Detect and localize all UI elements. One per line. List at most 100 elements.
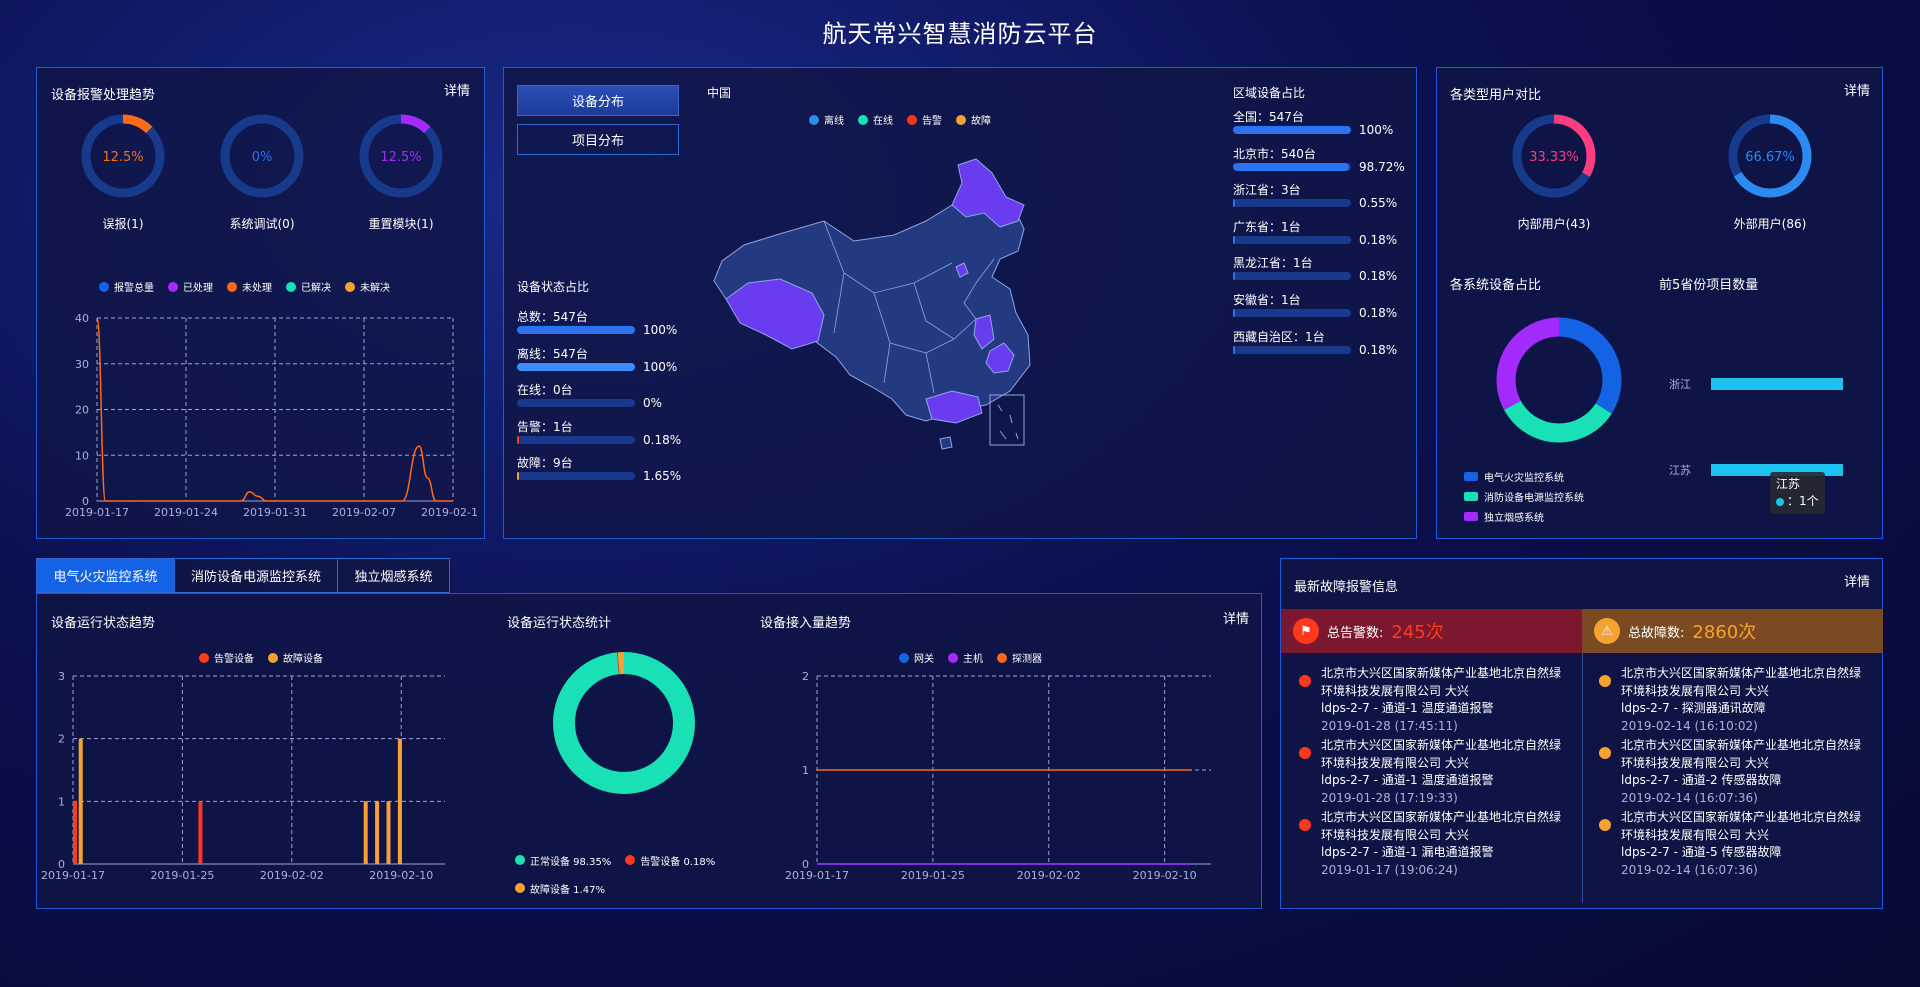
run-donut-slice	[553, 652, 695, 794]
legend-item-handled[interactable]: 已处理	[168, 279, 213, 294]
alarm-dot	[1299, 675, 1311, 687]
gauge-external-users: 66.67%	[1722, 114, 1818, 204]
donut-legend-fault[interactable]: 故障设备 1.47%	[515, 874, 715, 902]
tab-power-monitor[interactable]: 消防设备电源监控系统	[174, 558, 338, 593]
gauge-ring: 33.33%	[1512, 114, 1596, 198]
legend-label: 已解决	[301, 283, 331, 294]
run-ytick: 3	[58, 670, 65, 683]
region-item-row: 西藏自治区：1台 0.18%	[1233, 328, 1403, 365]
legend-item-resolved[interactable]: 已解决	[286, 279, 331, 294]
legend-item-unhandled[interactable]: 未处理	[227, 279, 272, 294]
fault-list-item[interactable]: 北京市大兴区国家新媒体产业基地北京自然绿 环境科技发展有限公司 大兴 ldps-…	[1599, 809, 1879, 881]
gauge-arc	[1512, 114, 1596, 198]
fault-company: 环境科技发展有限公司 大兴	[1621, 827, 1769, 842]
legend-item-alarm-device[interactable]: 告警设备	[199, 650, 254, 665]
access-ytick: 2	[802, 670, 809, 683]
legend-swatch	[997, 652, 1007, 663]
region-item-label: 西藏自治区：1台	[1233, 329, 1325, 344]
fault-address: 北京市大兴区国家新媒体产业基地北京自然绿	[1621, 810, 1862, 824]
alarm-xtick: 2019-01-31	[243, 506, 307, 519]
latest-alarms-detail-link[interactable]: 详情	[1843, 575, 1870, 590]
total-alarm-value: 245次	[1391, 622, 1444, 643]
region-item-percent: 0.18%	[1359, 342, 1398, 357]
gauge-percent: 33.33%	[1529, 150, 1579, 165]
system-legend-item[interactable]: 消防设备电源监控系统	[1464, 486, 1584, 506]
alarm-detail: ldps-2-7 - 通道-1 漏电通道报警	[1321, 845, 1494, 859]
alarm-time: 2019-01-28 (17:19:33)	[1321, 790, 1458, 805]
region-item-fill	[1233, 126, 1351, 134]
tooltip-value: ：1个	[1787, 494, 1819, 508]
region-ratio-list: 全国：547台 100% 北京市：540台 98.72% 浙江省：3台 0.55% 广东省：…	[1233, 108, 1405, 365]
project-distribution-button[interactable]: 项目分布	[517, 124, 679, 155]
legend-item-unresolved[interactable]: 未解决	[345, 279, 390, 294]
status-item-row: 总数：547台 100%	[517, 308, 687, 345]
legend-swatch	[99, 281, 109, 292]
tab-smoke-detector[interactable]: 独立烟感系统	[337, 558, 450, 593]
region-item-percent: 0.55%	[1359, 196, 1398, 211]
status-item-percent: 100%	[643, 323, 678, 337]
run-xtick: 2019-02-10	[369, 869, 433, 882]
alarm-detail: ldps-2-7 - 通道-1 温度通道报警	[1321, 773, 1494, 787]
system-legend-item[interactable]: 电气火灾监控系统	[1464, 466, 1584, 486]
alarm-dot	[1299, 747, 1311, 759]
run-bar	[78, 738, 83, 864]
fault-list-item[interactable]: 北京市大兴区国家新媒体产业基地北京自然绿 环境科技发展有限公司 大兴 ldps-…	[1599, 665, 1879, 737]
system-monitor-panel: 设备运行状态趋势 设备运行状态统计 设备接入量趋势 详情 告警设备 故障设备 0…	[36, 593, 1262, 909]
total-fault-header: ⚠ 总故障数: 2860次	[1582, 609, 1883, 653]
system-monitor-detail-link[interactable]: 详情	[1222, 612, 1249, 627]
gauge-debug: 0%	[214, 114, 310, 204]
fault-detail: ldps-2-7 - 通道-2 传感器故障	[1621, 773, 1782, 787]
region-item-fill	[1233, 272, 1236, 281]
run-bar	[386, 801, 391, 864]
legend-swatch	[907, 114, 917, 125]
user-compare-detail-link[interactable]: 详情	[1843, 84, 1870, 99]
status-item-fill	[517, 472, 520, 481]
legend-item-gateway[interactable]: 网关	[899, 650, 934, 665]
alarm-list-item[interactable]: 北京市大兴区国家新媒体产业基地北京自然绿 环境科技发展有限公司 大兴 ldps-…	[1299, 665, 1574, 737]
legend-label: 离线	[824, 116, 844, 127]
map-legend-alarm[interactable]: 告警	[907, 112, 942, 127]
alarm-ytick: 20	[75, 404, 89, 417]
latest-alarms-panel: 最新故障报警信息 详情 ⚑ 总告警数: 245次 ⚠ 总故障数: 2860次 北…	[1280, 558, 1883, 909]
system-legend-item[interactable]: 独立烟感系统	[1464, 506, 1584, 526]
map-legend-offline[interactable]: 离线	[809, 112, 844, 127]
legend-item-detector[interactable]: 探测器	[997, 650, 1042, 665]
tab-electric-fire[interactable]: 电气火灾监控系统	[36, 558, 175, 593]
status-item-fill	[517, 435, 520, 444]
gauge-ring: 12.5%	[81, 114, 165, 198]
legend-item-fault-device[interactable]: 故障设备	[268, 650, 323, 665]
legend-swatch	[948, 652, 958, 663]
map-south-sea-inset	[989, 394, 1025, 446]
legend-swatch	[625, 855, 636, 865]
fault-detail: ldps-2-7 - 通道-5 传感器故障	[1621, 845, 1782, 859]
legend-item-total[interactable]: 报警总量	[99, 279, 154, 294]
region-item-row: 全国：547台 100%	[1233, 108, 1403, 145]
gauge-false-alarm-label: 误报(1)	[102, 217, 144, 231]
alarm-time: 2019-01-17 (19:06:24)	[1321, 862, 1458, 877]
chart-tooltip: 江苏 ：1个	[1770, 472, 1825, 514]
legend-item-host[interactable]: 主机	[948, 650, 983, 665]
alarm-dot	[1299, 819, 1311, 831]
alarm-trend-chart: 0 10 20 30 40 2019-01-17 2019-01-24 2019-01-31 2…	[65, 312, 477, 519]
region-item-track	[1233, 235, 1351, 244]
device-distribution-button[interactable]: 设备分布	[517, 85, 679, 116]
gauge-percent: 12.5%	[102, 150, 143, 165]
china-map[interactable]	[694, 143, 1114, 473]
alarm-address: 北京市大兴区国家新媒体产业基地北京自然绿	[1321, 810, 1562, 824]
donut-legend-normal[interactable]: 正常设备 98.35%	[515, 853, 611, 868]
donut-legend-alarm[interactable]: 告警设备 0.18%	[625, 853, 715, 868]
alarm-trend-detail-link[interactable]: 详情	[443, 84, 470, 99]
fault-detail: ldps-2-7 - 探测器通讯故障	[1621, 701, 1766, 715]
alarm-detail: ldps-2-7 - 通道-1 温度通道报警	[1321, 701, 1494, 715]
gauge-arc	[359, 114, 443, 198]
alarm-list-item[interactable]: 北京市大兴区国家新媒体产业基地北京自然绿 环境科技发展有限公司 大兴 ldps-…	[1299, 809, 1574, 881]
map-legend-online[interactable]: 在线	[858, 112, 893, 127]
map-legend-fault[interactable]: 故障	[956, 112, 991, 127]
fault-list-item[interactable]: 北京市大兴区国家新媒体产业基地北京自然绿 环境科技发展有限公司 大兴 ldps-…	[1599, 737, 1879, 809]
alarm-list-item[interactable]: 北京市大兴区国家新媒体产业基地北京自然绿 环境科技发展有限公司 大兴 ldps-…	[1299, 737, 1574, 809]
total-alarm-label: 总告警数:	[1327, 625, 1384, 641]
legend-label: 故障设备	[283, 654, 323, 665]
status-item-row: 在线：0台 0%	[517, 381, 687, 418]
legend-swatch	[345, 281, 355, 292]
